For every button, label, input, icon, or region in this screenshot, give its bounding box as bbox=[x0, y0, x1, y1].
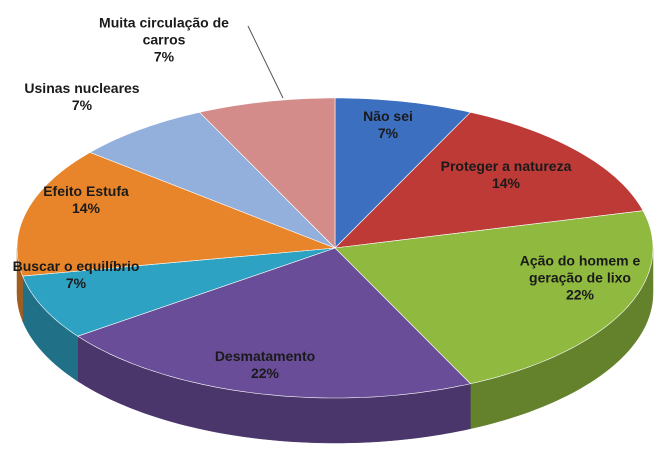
slice bbox=[334, 111, 644, 249]
slice-label: Buscar o equilíbrio 7% bbox=[13, 258, 140, 292]
slice bbox=[16, 152, 336, 277]
value-label: 7% bbox=[65, 275, 87, 291]
slice bbox=[76, 247, 471, 399]
slice bbox=[22, 247, 336, 337]
category-label: Buscar o equilíbrio bbox=[12, 258, 140, 274]
value-label: 7% bbox=[71, 97, 93, 113]
slice-label: Ação do homem e geração de lixo 22% bbox=[510, 253, 650, 304]
slice-label: Proteger a natureza 14% bbox=[441, 158, 572, 192]
slice bbox=[199, 97, 336, 249]
slice-label: Efeito Estufa 14% bbox=[43, 183, 129, 217]
category-label: Desmatamento bbox=[214, 348, 316, 364]
slice bbox=[89, 111, 336, 249]
slice bbox=[334, 210, 654, 385]
slice-label: Não sei 7% bbox=[363, 108, 413, 142]
slice-label: Desmatamento 22% bbox=[215, 348, 315, 382]
leader-line bbox=[247, 25, 284, 99]
value-label: 7% bbox=[153, 48, 175, 65]
category-label: Efeito Estufa bbox=[43, 183, 129, 199]
slice bbox=[334, 97, 471, 249]
tops bbox=[16, 97, 654, 399]
slice-label: Usinas nucleares 7% bbox=[24, 80, 139, 114]
category-label: Não sei bbox=[363, 108, 413, 124]
category-label: Ação do homem e geração de lixo bbox=[519, 252, 641, 286]
category-label: Usinas nucleares bbox=[24, 80, 140, 96]
value-label: 14% bbox=[71, 200, 101, 216]
slice-label: Muita circulação de carros 7% bbox=[77, 15, 252, 66]
value-label: 22% bbox=[250, 365, 280, 381]
category-label: Muita circulação de carros bbox=[99, 14, 229, 48]
category-label: Proteger a natureza bbox=[440, 158, 572, 174]
value-label: 22% bbox=[565, 286, 595, 303]
value-label: 7% bbox=[377, 125, 399, 141]
value-label: 14% bbox=[491, 175, 521, 191]
